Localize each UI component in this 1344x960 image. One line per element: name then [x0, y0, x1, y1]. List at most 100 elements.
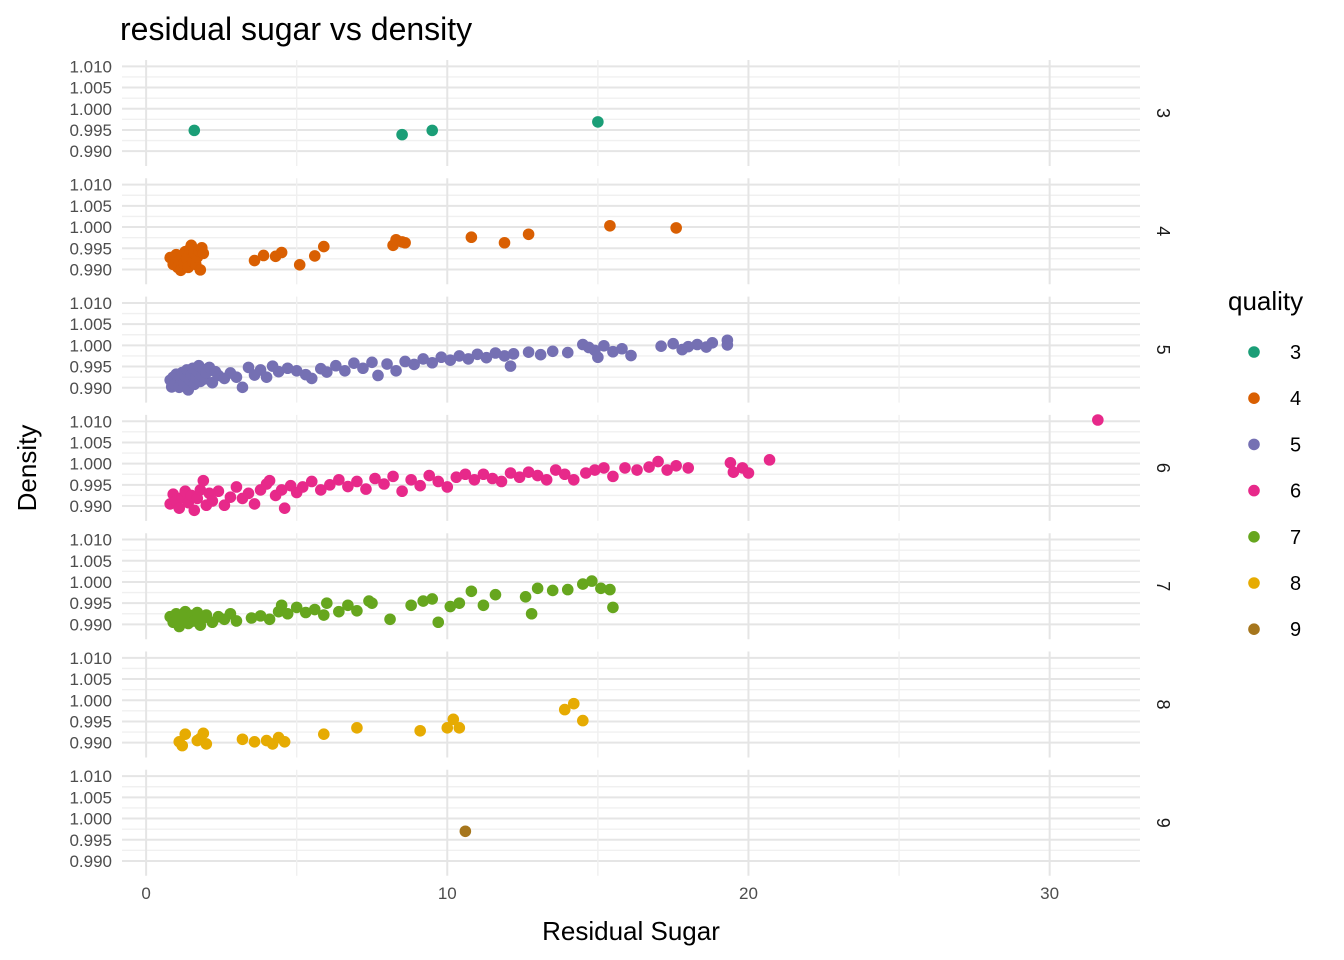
data-point [317, 609, 330, 621]
data-point [308, 603, 321, 616]
data-point [724, 457, 737, 469]
data-point [179, 728, 192, 740]
gridlines [122, 178, 1140, 285]
y-tick-label: 1.005 [69, 79, 112, 98]
facet-strip-label: 3 [1153, 108, 1173, 118]
data-point [444, 354, 457, 367]
data-point [546, 584, 559, 597]
facet-strip-label: 4 [1153, 226, 1173, 236]
facet-strip-label: 7 [1153, 581, 1173, 591]
data-point [317, 728, 330, 740]
data-point [405, 473, 417, 486]
data-point [248, 254, 261, 267]
y-tick-label: 0.990 [69, 142, 112, 161]
data-point [396, 485, 408, 498]
data-point [558, 703, 571, 716]
data-point [245, 612, 258, 624]
data-point [450, 471, 463, 484]
data-point [321, 366, 333, 378]
data-point [453, 722, 466, 734]
data-point [592, 116, 604, 128]
legend-label: 3 [1290, 342, 1301, 364]
data-point [643, 461, 655, 473]
data-point [324, 479, 336, 491]
data-point [435, 351, 448, 364]
y-tick-label: 1.000 [69, 573, 112, 592]
data-point [531, 469, 544, 482]
y-tick-label: 1.000 [69, 455, 112, 474]
data-point [507, 348, 520, 360]
data-point [504, 360, 517, 372]
data-point [194, 484, 207, 496]
legend-label: 7 [1290, 527, 1301, 549]
data-point [661, 464, 673, 476]
x-tick-label: 20 [739, 884, 758, 903]
data-point [408, 358, 420, 371]
data-point [522, 346, 535, 358]
legend-label: 4 [1290, 388, 1301, 410]
data-point [441, 481, 454, 493]
data-point [607, 470, 619, 483]
y-tick-label: 1.005 [69, 433, 112, 452]
data-point [727, 466, 740, 478]
data-point [296, 481, 309, 493]
data-point [314, 484, 327, 496]
data-point [598, 339, 610, 352]
data-point [441, 722, 454, 734]
chart-title: residual sugar vs density [120, 11, 472, 47]
data-point [595, 582, 607, 595]
y-tick-label: 1.005 [69, 315, 112, 334]
data-point [342, 599, 354, 612]
data-point [339, 365, 351, 377]
data-point [691, 338, 704, 351]
data-points-7 [164, 575, 619, 633]
data-point [173, 502, 186, 514]
data-point [607, 601, 619, 614]
y-tick-label: 0.990 [69, 497, 112, 516]
data-point [567, 473, 580, 486]
data-point [561, 346, 574, 359]
y-tick-label: 1.010 [69, 767, 112, 786]
data-point [378, 478, 390, 490]
data-point [631, 464, 643, 476]
data-point [272, 365, 285, 378]
data-point [360, 483, 372, 495]
legend-item-4: 4 [1248, 388, 1301, 410]
data-point [459, 825, 472, 838]
x-axis-title: Residual Sugar [542, 916, 720, 946]
data-point [317, 240, 330, 253]
y-tick-label: 1.005 [69, 788, 112, 807]
legend-key [1248, 438, 1260, 451]
data-point [519, 591, 532, 603]
y-tick-label: 0.995 [69, 358, 112, 377]
data-point [453, 350, 466, 362]
data-point [468, 473, 481, 486]
y-tick-label: 1.005 [69, 552, 112, 571]
data-point [381, 358, 393, 370]
data-point [465, 585, 478, 598]
data-point [342, 480, 354, 493]
data-point [525, 607, 538, 620]
data-point [305, 372, 318, 385]
data-point [586, 575, 598, 587]
data-point [625, 349, 637, 362]
data-point [275, 484, 288, 496]
x-tick-label: 10 [438, 884, 457, 903]
data-point [577, 578, 589, 590]
legend-key [1248, 531, 1260, 543]
data-points-8 [173, 697, 589, 752]
data-point [281, 362, 294, 375]
data-point [333, 605, 345, 618]
data-point [489, 347, 502, 359]
y-tick-label: 0.995 [69, 239, 112, 258]
data-point [405, 599, 417, 612]
data-point [432, 475, 445, 488]
data-point [414, 479, 426, 492]
data-point [188, 124, 201, 137]
data-point [176, 739, 189, 752]
data-point [230, 371, 243, 383]
legend-item-7: 7 [1248, 527, 1301, 549]
y-tick-label: 0.995 [69, 831, 112, 850]
data-point [257, 249, 270, 262]
